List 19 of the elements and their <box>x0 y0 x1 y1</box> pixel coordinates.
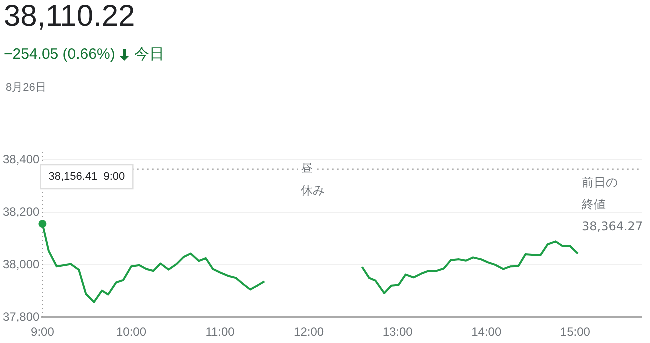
x-tick-label: 12:00 <box>294 325 324 340</box>
x-tick-label: 14:00 <box>472 325 502 340</box>
text: 今日 <box>134 45 164 64</box>
y-tick-label: 38,000 <box>3 257 40 272</box>
x-tick-label: 11:00 <box>206 325 236 340</box>
x-tick-label: 13:00 <box>382 325 414 340</box>
annotation: 昼休み <box>301 162 326 198</box>
chart-title: 38,110.22 <box>4 0 136 34</box>
y-tick-label: 38,400 <box>3 152 40 166</box>
annotation: 38,156.41 9:00 <box>48 171 126 184</box>
ref-line-label: 前日の終値 <box>581 176 618 212</box>
x-tick-label: 10:00 <box>116 325 147 340</box>
x-tick-label: 9:00 <box>31 325 55 340</box>
y-tick-label: 37,800 <box>3 310 40 324</box>
text: 8月26日 <box>6 81 46 95</box>
annotation: 38,364.27 <box>582 220 644 234</box>
y-tick-label: 38,200 <box>3 204 40 219</box>
x-tick-label: 15:00 <box>560 325 591 340</box>
chart-subtitle: −254.05 (0.66%) <box>4 46 116 63</box>
